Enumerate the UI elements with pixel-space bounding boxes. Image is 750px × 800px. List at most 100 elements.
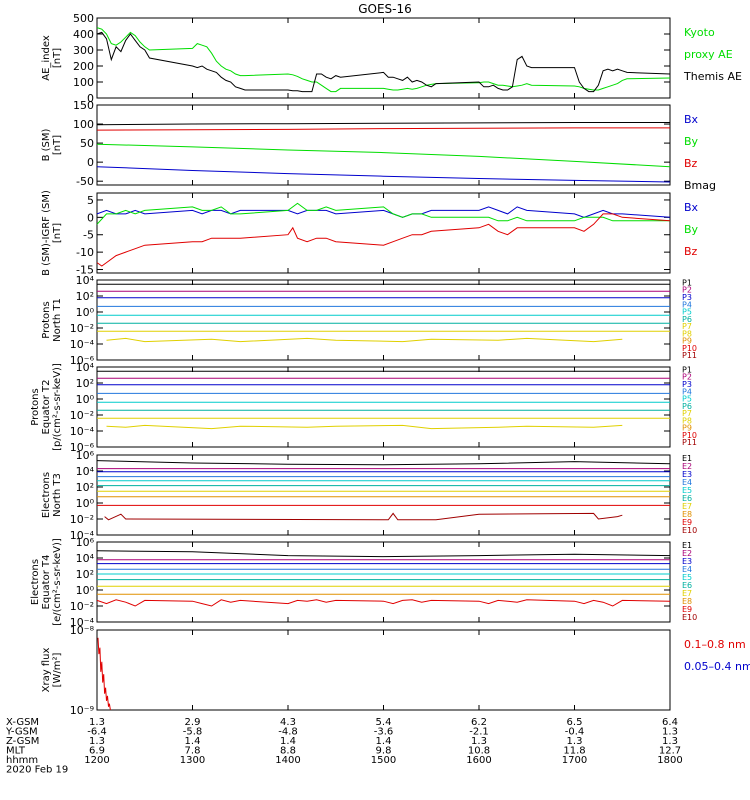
y-axis-label: Protons: [41, 301, 52, 338]
y-axis-label: North T1: [52, 298, 63, 342]
y-axis-label: [W/m²]: [52, 652, 63, 687]
panel-frame-pn: [96, 279, 671, 361]
series-bx: [96, 206, 671, 218]
x-row-label: MLT: [6, 746, 26, 757]
y-tick-label: 10⁻²: [70, 513, 94, 526]
y-tick-label: 100: [73, 118, 94, 131]
y-tick-label: -50: [76, 175, 94, 188]
legend-label: E1: [682, 454, 692, 463]
panel-frame-pe: [96, 366, 671, 448]
x-row-value: 5.4: [376, 717, 392, 728]
y-tick-label: 400: [73, 28, 94, 41]
series-p8: [106, 424, 623, 430]
x-row-value: 10.8: [468, 746, 490, 757]
legend-label: E10: [682, 526, 697, 535]
y-axis-label: [p/(cm²-s-sr-keV)]: [52, 363, 63, 451]
legend-label: By: [684, 223, 699, 236]
x-row-label: Y-GSM: [5, 727, 38, 738]
legend-label: E3: [682, 470, 692, 479]
x-row-value: 1.4: [185, 736, 201, 747]
y-tick-label: 200: [73, 60, 94, 73]
y-tick-label: -15: [76, 264, 94, 277]
y-tick-label: 10⁻⁴: [70, 338, 95, 351]
x-row-value: -5.8: [183, 727, 203, 738]
series-themis-ae: [96, 31, 671, 93]
y-tick-label: 10⁶: [76, 536, 95, 549]
y-tick-label: -10: [76, 246, 94, 259]
legend-label: P9: [682, 337, 692, 346]
x-row-label: Z-GSM: [6, 736, 39, 747]
x-row-value: 1300: [180, 755, 205, 766]
y-tick-label: 10⁻⁴: [70, 529, 95, 542]
x-row-value: 1600: [466, 755, 491, 766]
y-tick-label: 10⁻⁴: [70, 425, 95, 438]
y-axis-label: AE_index: [41, 35, 52, 81]
legend-label: E1: [682, 541, 692, 550]
x-row-value: 1.3: [471, 736, 487, 747]
legend-label: E2: [682, 462, 692, 471]
y-axis-label: Electrons: [30, 559, 41, 605]
series-by: [96, 202, 670, 225]
y-tick-label: 10²: [76, 568, 94, 581]
y-axis-label: B (SM)-IGRF (SM): [41, 190, 52, 276]
x-row-value: -0.4: [565, 727, 585, 738]
series-bz: [96, 213, 671, 267]
y-tick-label: 10²: [76, 377, 94, 390]
legend-label: E2: [682, 549, 692, 558]
x-row-value: 6.9: [89, 746, 105, 757]
y-axis-label: [e/(cm²-s-sr-keV)]: [52, 538, 63, 626]
legend-label: Themis AE: [683, 70, 742, 83]
legend-label: Bz: [684, 245, 698, 258]
series-bz: [96, 127, 670, 131]
y-axis-label: Xray flux: [41, 648, 52, 693]
x-row-label: hhmm: [6, 755, 38, 766]
x-row-value: 1.3: [89, 717, 105, 728]
legend-label: E8: [682, 510, 692, 519]
series-kyoto-proxy-ae: [96, 27, 671, 93]
y-tick-label: 10⁰: [76, 497, 95, 510]
y-axis-label: Protons: [30, 388, 41, 425]
y-tick-label: 0: [87, 92, 94, 105]
legend-label: E5: [682, 573, 692, 582]
x-row-value: 12.7: [659, 746, 681, 757]
legend-label: P5: [682, 395, 692, 404]
series-bx: [96, 166, 671, 183]
y-tick-label: 10⁻⁴: [70, 616, 95, 629]
x-row-value: 1.3: [567, 736, 583, 747]
legend-label: By: [684, 135, 699, 148]
legend-label: P3: [682, 380, 692, 389]
y-tick-label: 10⁰: [76, 306, 95, 319]
series-by: [96, 143, 671, 168]
legend-label: E7: [682, 502, 692, 511]
chart-title: GOES-16: [358, 2, 412, 16]
panel-frame-bsm: [96, 104, 671, 186]
x-row-value: 1500: [371, 755, 396, 766]
legend-label: E5: [682, 486, 692, 495]
y-axis-label: B (SM): [41, 128, 52, 161]
x-row-value: 1800: [657, 755, 682, 766]
x-row-value: 1200: [84, 755, 109, 766]
y-tick-label: 10⁻⁸: [70, 624, 95, 637]
x-row-value: -4.8: [278, 727, 298, 738]
legend-label: P8: [682, 416, 692, 425]
y-tick-label: 10⁻⁶: [70, 441, 95, 454]
legend-label: Bmag: [684, 179, 716, 192]
x-row-value: 1400: [275, 755, 300, 766]
y-axis-label: North T3: [52, 473, 63, 517]
x-row-value: 1.3: [662, 736, 678, 747]
series-p8: [106, 337, 623, 343]
y-tick-label: 10²: [76, 481, 94, 494]
y-tick-label: 10²: [76, 290, 94, 303]
date-label: 2020 Feb 19: [6, 765, 68, 776]
legend-label: E9: [682, 605, 692, 614]
x-row-value: 7.8: [185, 746, 201, 757]
legend-label: 0.05–0.4 nm: [684, 660, 750, 673]
legend-label: P11: [682, 351, 697, 360]
series-0-1-0-8-nm: [97, 637, 111, 711]
series-e9: [96, 599, 671, 607]
legend-label: E4: [682, 565, 692, 574]
x-row-value: 9.8: [376, 746, 392, 757]
x-row-value: 1.4: [376, 736, 392, 747]
x-row-value: 4.3: [280, 717, 296, 728]
